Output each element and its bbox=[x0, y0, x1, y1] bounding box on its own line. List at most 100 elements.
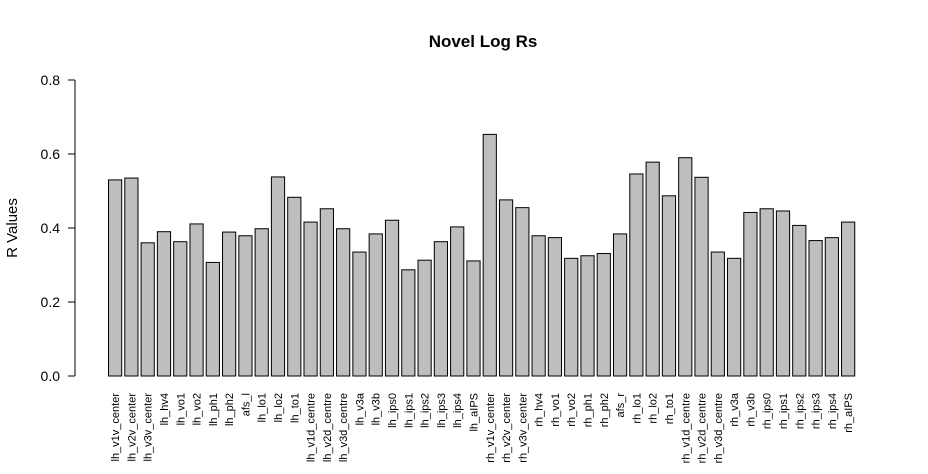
bar bbox=[352, 251, 367, 377]
bar bbox=[189, 223, 204, 377]
bar bbox=[173, 241, 188, 377]
chart-title: Novel Log Rs bbox=[429, 32, 538, 51]
x-tick-label: lh_v1d_centre bbox=[306, 393, 318, 462]
bar bbox=[710, 251, 725, 377]
x-tick-label: lh_ips2 bbox=[420, 393, 432, 428]
y-axis: 0.0 0.2 0.4 0.6 0.8 bbox=[41, 72, 76, 384]
x-tick-label: lh_v3d_centre bbox=[338, 393, 350, 462]
bar bbox=[775, 210, 791, 377]
bar bbox=[270, 176, 286, 377]
x-tick-label: rh_v3v_center bbox=[517, 393, 529, 463]
bar bbox=[824, 237, 839, 377]
bar bbox=[466, 260, 481, 377]
bar bbox=[156, 231, 172, 377]
y-tick-label: 0.0 bbox=[41, 368, 61, 384]
x-tick-label: rh_lo2 bbox=[648, 393, 660, 424]
x-axis-labels: lh_v1v_center lh_v2v_center lh_v3v_center l… bbox=[110, 392, 855, 463]
x-tick-label: lh_hv4 bbox=[159, 393, 171, 425]
x-tick-label: lh_ips4 bbox=[452, 393, 464, 428]
x-tick-label: lh_ips1 bbox=[403, 393, 415, 428]
bar bbox=[678, 157, 693, 377]
x-tick-label: rh_v1d_centre bbox=[680, 393, 692, 463]
bar bbox=[254, 228, 269, 377]
bar bbox=[303, 221, 318, 377]
bar bbox=[238, 235, 253, 377]
bar bbox=[727, 257, 742, 377]
x-tick-label: lh_ph1 bbox=[208, 393, 220, 426]
bar bbox=[498, 199, 514, 377]
bar bbox=[808, 240, 823, 377]
x-tick-label: lh_lo2 bbox=[273, 393, 285, 422]
x-tick-label: lh_to1 bbox=[289, 393, 301, 423]
x-tick-label: rh_vo1 bbox=[550, 393, 562, 427]
bars bbox=[108, 133, 856, 377]
bar bbox=[368, 233, 383, 377]
bar bbox=[401, 269, 416, 377]
x-tick-label: lh_v2d_centre bbox=[322, 393, 334, 462]
x-tick-label: lh_v3b bbox=[371, 393, 383, 425]
x-tick-label: rh_vo2 bbox=[566, 393, 578, 427]
x-tick-label: lh_lo1 bbox=[257, 393, 269, 422]
x-tick-label: rh_ips3 bbox=[811, 393, 823, 429]
x-tick-label: rh_v3b bbox=[745, 393, 757, 427]
bar bbox=[596, 253, 611, 377]
x-tick-label: lh_v1v_center bbox=[110, 393, 122, 462]
x-tick-label: rh_hv4 bbox=[534, 393, 546, 427]
x-tick-label: afs_l bbox=[240, 393, 252, 416]
bar bbox=[433, 241, 448, 377]
bar bbox=[222, 231, 237, 377]
bar bbox=[743, 211, 758, 377]
x-tick-label: rh_v2v_center bbox=[501, 393, 513, 463]
x-tick-label: rh_v3d_centre bbox=[713, 393, 725, 463]
bar bbox=[580, 255, 595, 377]
y-tick-label: 0.8 bbox=[41, 72, 61, 88]
bar bbox=[792, 224, 807, 377]
bar bbox=[384, 219, 400, 377]
bar bbox=[450, 226, 465, 377]
x-tick-label: lh_vo2 bbox=[192, 393, 204, 425]
bar bbox=[759, 208, 774, 377]
x-tick-label: rh_ips4 bbox=[827, 393, 839, 429]
bar bbox=[124, 177, 139, 377]
bar bbox=[564, 257, 579, 377]
bar bbox=[629, 173, 644, 377]
bar bbox=[482, 133, 497, 377]
x-tick-label: lh_v3a bbox=[354, 392, 366, 425]
bar bbox=[319, 208, 334, 377]
bar bbox=[336, 228, 351, 377]
bar bbox=[287, 196, 302, 377]
x-tick-label: rh_lo1 bbox=[631, 393, 643, 424]
bar bbox=[140, 242, 155, 377]
y-tick-label: 0.4 bbox=[41, 220, 61, 236]
x-tick-label: lh_ips3 bbox=[436, 393, 448, 428]
bar bbox=[108, 179, 123, 377]
x-tick-label: rh_aIPS bbox=[843, 393, 855, 433]
x-tick-label: lh_ips0 bbox=[387, 393, 399, 428]
x-tick-label: lh_v2v_center bbox=[126, 393, 138, 462]
x-tick-label: lh_aIPS bbox=[468, 393, 480, 432]
x-tick-label: rh_v1v_center bbox=[485, 393, 497, 463]
bar bbox=[661, 195, 677, 377]
x-tick-label: lh_ph2 bbox=[224, 393, 236, 426]
x-tick-label: rh_ips0 bbox=[762, 393, 774, 429]
bar bbox=[515, 207, 530, 377]
y-axis-label: R Values bbox=[4, 198, 21, 258]
x-tick-label: afs_r bbox=[615, 393, 627, 418]
bar bbox=[841, 221, 856, 377]
x-tick-label: rh_ph1 bbox=[583, 393, 595, 427]
x-tick-label: rh_v3a bbox=[729, 392, 741, 427]
y-tick-label: 0.2 bbox=[41, 294, 61, 310]
x-tick-label: rh_ph2 bbox=[599, 393, 611, 427]
bar bbox=[694, 176, 709, 377]
bar bbox=[612, 233, 628, 377]
bar bbox=[205, 261, 220, 377]
x-tick-label: rh_v2d_centre bbox=[697, 393, 709, 463]
bar bbox=[645, 161, 660, 377]
x-tick-label: rh_ips2 bbox=[794, 393, 806, 429]
bar bbox=[417, 259, 432, 377]
x-tick-label: lh_vo1 bbox=[175, 393, 187, 425]
bar bbox=[531, 235, 546, 377]
bar bbox=[547, 237, 563, 377]
x-tick-label: lh_v3v_center bbox=[143, 393, 155, 462]
